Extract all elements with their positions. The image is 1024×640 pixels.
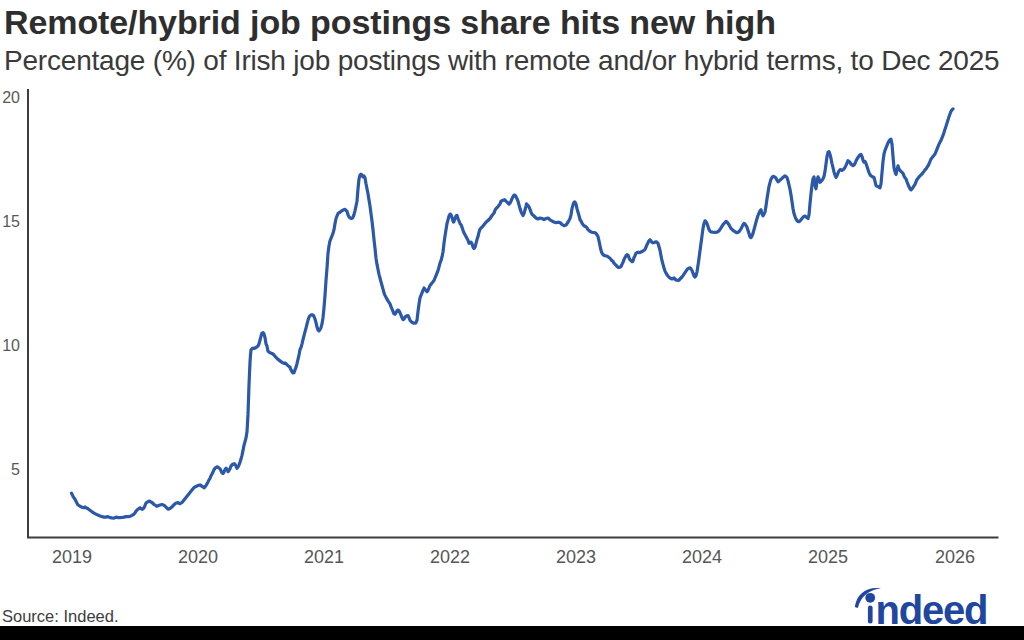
svg-text:ndeed: ndeed xyxy=(876,588,988,632)
